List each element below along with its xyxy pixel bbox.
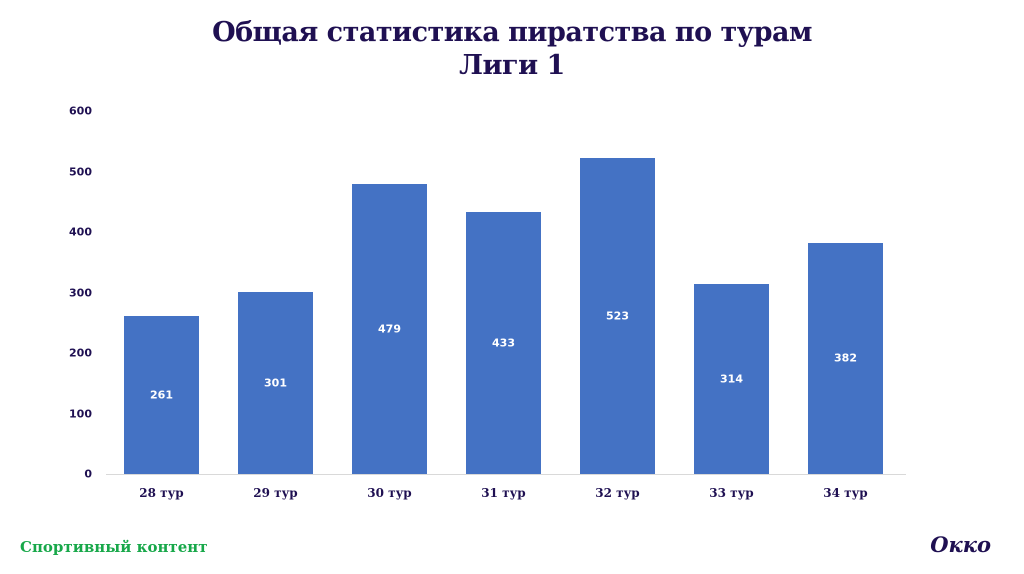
x-axis-line bbox=[106, 474, 906, 475]
x-tick-label: 32 тур bbox=[595, 486, 640, 500]
bar-value-label: 523 bbox=[606, 309, 629, 323]
bar bbox=[694, 284, 769, 474]
chart-title-line-2: Лиги 1 bbox=[459, 50, 565, 81]
x-tick-label: 28 тур bbox=[139, 486, 184, 500]
chart-title-line-1: Общая статистика пиратства по турам bbox=[212, 17, 812, 48]
y-tick-label: 100 bbox=[69, 407, 92, 420]
chart-title: Общая статистика пиратства по турам Лиги… bbox=[0, 16, 1024, 82]
bar-value-label: 433 bbox=[492, 336, 515, 350]
bar bbox=[808, 242, 883, 474]
x-tick-label: 34 тур bbox=[823, 486, 868, 500]
y-tick-label: 0 bbox=[84, 467, 92, 481]
x-tick-label: 31 тур bbox=[481, 486, 526, 500]
bar-value-label: 314 bbox=[720, 372, 743, 386]
x-tick-label: 30 тур bbox=[367, 486, 412, 500]
bar bbox=[466, 212, 541, 474]
x-tick-label: 33 тур bbox=[709, 486, 754, 500]
bar-value-label: 382 bbox=[834, 351, 857, 365]
y-tick-label: 600 bbox=[69, 104, 92, 118]
bar-value-label: 479 bbox=[378, 322, 401, 336]
footer-caption: Спортивный контент bbox=[20, 538, 208, 556]
y-tick-label: 300 bbox=[69, 286, 92, 299]
bar-value-label: 261 bbox=[150, 388, 173, 402]
y-tick-label: 400 bbox=[69, 225, 92, 239]
bar bbox=[580, 157, 655, 474]
bar bbox=[352, 184, 427, 474]
x-tick-label: 29 тур bbox=[253, 486, 298, 500]
y-tick-label: 500 bbox=[69, 165, 92, 178]
brand-logo: Окко bbox=[930, 532, 991, 557]
y-tick-label: 200 bbox=[69, 346, 92, 360]
bar bbox=[124, 316, 199, 474]
bar-value-label: 301 bbox=[264, 376, 287, 390]
bar bbox=[238, 291, 313, 474]
